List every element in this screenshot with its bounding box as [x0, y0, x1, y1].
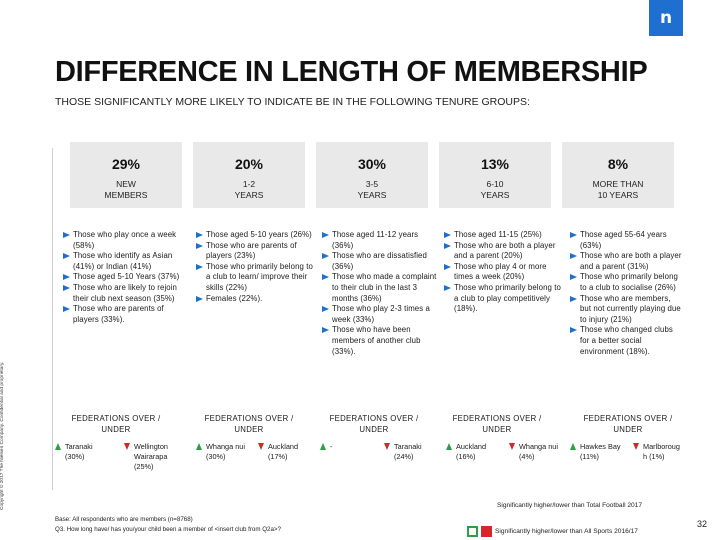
bullet-item: Those who primarily belong to a club to …	[570, 272, 682, 293]
tenure-group: 3-5 YEARS	[357, 179, 387, 200]
tenure-header: 29% NEW MEMBERS	[70, 142, 182, 208]
tenure-percent: 20%	[234, 156, 264, 172]
bullet-item: Those aged 5-10 years (26%)	[196, 230, 314, 241]
nielsen-logo: n	[649, 0, 683, 36]
tenure-bullets: Those who play once a week (58%) Those w…	[63, 230, 181, 325]
tenure-card-1-2-years: 20% 1-2 YEARS	[193, 142, 305, 208]
down-triangle-icon	[124, 443, 130, 450]
federations-heading: FEDERATIONS OVER / UNDER	[71, 414, 161, 434]
bullet-item: Those who identify as Asian (41%) or Ind…	[63, 251, 181, 272]
tenure-percent: 13%	[480, 156, 510, 172]
question-text: Q3. How long have/ has you/your child be…	[55, 526, 281, 533]
federations-heading: FEDERATIONS OVER / UNDER	[204, 414, 294, 434]
tenure-percent: 29%	[111, 156, 141, 172]
bullet-item: Those who are both a player and a parent…	[444, 241, 562, 262]
copyright-notice: Copyright © 2017 The Nielsen Company. Co…	[0, 361, 5, 510]
legend-all-sports: Significantly higher/lower than All Spor…	[467, 526, 638, 537]
green-square-icon	[467, 526, 478, 537]
legend-total-football: Significantly higher/lower than Total Fo…	[497, 502, 643, 509]
federation-over: Taranaki (30%)	[55, 442, 111, 462]
up-triangle-icon	[446, 443, 452, 450]
down-triangle-icon	[384, 443, 390, 450]
tenure-group: 6-10 YEARS	[480, 179, 510, 200]
down-triangle-icon	[509, 443, 515, 450]
up-triangle-icon	[196, 443, 202, 450]
bullet-item: Those who play 4 or more times a week (2…	[444, 262, 562, 283]
tenure-card-6-10-years: 13% 6-10 YEARS	[439, 142, 551, 208]
tenure-percent: 30%	[357, 156, 387, 172]
federation-under: Whanga nui (4%)	[509, 442, 565, 462]
federation-under-label: Wellington Wairarapa (25%)	[134, 442, 168, 471]
tenure-header: 30% 3-5 YEARS	[316, 142, 428, 208]
up-triangle-icon	[55, 443, 61, 450]
tenure-card-new-members: 29% NEW MEMBERS	[70, 142, 182, 208]
up-triangle-icon	[320, 443, 326, 450]
federation-over: Auckland (16%)	[446, 442, 502, 462]
bullet-item: Those who primarily belong to a club to …	[196, 262, 314, 294]
down-triangle-icon	[633, 443, 639, 450]
logo-letter: n	[659, 8, 673, 28]
federations-heading: FEDERATIONS OVER / UNDER	[452, 414, 542, 434]
tenure-group: NEW MEMBERS	[104, 179, 148, 200]
tenure-header: 13% 6-10 YEARS	[439, 142, 551, 208]
down-triangle-icon	[258, 443, 264, 450]
page-number: 32	[697, 519, 708, 529]
bullet-item: Those who are likely to rejoin their clu…	[63, 283, 181, 304]
federation-over: Whanga nui (30%)	[196, 442, 252, 462]
federation-over-label: Taranaki (30%)	[65, 442, 93, 461]
bullet-item: Those who play once a week (58%)	[63, 230, 181, 251]
bullet-item: Those who have been members of another c…	[322, 325, 440, 357]
federation-under: Marlboroug h (1%)	[633, 442, 685, 462]
federation-over: Hawkes Bay (11%)	[570, 442, 626, 462]
federation-under-label: Auckland (17%)	[268, 442, 299, 461]
bullet-item: Those aged 5-10 Years (37%)	[63, 272, 181, 283]
bullet-item: Those who are parents of players (33%).	[63, 304, 181, 325]
federation-under: Taranaki (24%)	[384, 442, 440, 462]
federation-under-label: Whanga nui (4%)	[519, 442, 558, 461]
tenure-group: 1-2 YEARS	[234, 179, 264, 200]
federation-over-label: Whanga nui (30%)	[206, 442, 245, 461]
tenure-bullets: Those aged 11-15 (25%) Those who are bot…	[444, 230, 562, 315]
federation-under-label: Taranaki (24%)	[394, 442, 422, 461]
bullet-item: Those who changed clubs for a better soc…	[570, 325, 682, 357]
bullet-item: Those aged 11-12 years (36%)	[322, 230, 440, 251]
tenure-percent: 8%	[607, 156, 629, 172]
red-square-icon	[481, 526, 492, 537]
tenure-bullets: Those aged 55-64 years (63%) Those who a…	[570, 230, 682, 357]
page-title: DIFFERENCE IN LENGTH OF MEMBERSHIP	[55, 56, 648, 88]
bullet-item: Those aged 55-64 years (63%)	[570, 230, 682, 251]
bullet-item: Those who are members, but not currently…	[570, 294, 682, 326]
bullet-item: Those who are dissatisfied (36%)	[322, 251, 440, 272]
federations-heading: FEDERATIONS OVER / UNDER	[329, 414, 419, 434]
tenure-group: MORE THAN 10 YEARS	[592, 179, 644, 200]
federation-under-label: Marlboroug h (1%)	[643, 442, 680, 461]
bullet-item: Those who are both a player and a parent…	[570, 251, 682, 272]
federation-under: Auckland (17%)	[258, 442, 314, 462]
divider-line	[52, 148, 53, 490]
bullet-item: Those who are parents of players (23%)	[196, 241, 314, 262]
bullet-item: Those who made a complaint to their club…	[322, 272, 440, 304]
federation-over-label: -	[330, 442, 333, 451]
tenure-card-3-5-years: 30% 3-5 YEARS	[316, 142, 428, 208]
federation-over: -	[320, 442, 376, 452]
base-text: Base: All respondents who are members (n…	[55, 516, 193, 523]
bullet-item: Those aged 11-15 (25%)	[444, 230, 562, 241]
bullet-item: Those who play 2-3 times a week (33%)	[322, 304, 440, 325]
federation-under: Wellington Wairarapa (25%)	[124, 442, 180, 472]
federations-heading: FEDERATIONS OVER / UNDER	[583, 414, 673, 434]
up-triangle-icon	[570, 443, 576, 450]
tenure-card-more-than-10-years: 8% MORE THAN 10 YEARS	[562, 142, 674, 208]
bullet-item: Females (22%).	[196, 294, 314, 305]
bullet-item: Those who primarily belong to a club to …	[444, 283, 562, 315]
legend-all-sports-label: Significantly higher/lower than All Spor…	[495, 528, 638, 535]
tenure-bullets: Those aged 11-12 years (36%) Those who a…	[322, 230, 440, 357]
federation-over-label: Auckland (16%)	[456, 442, 487, 461]
tenure-header: 8% MORE THAN 10 YEARS	[562, 142, 674, 208]
base-note: Base: All respondents who are members (n…	[55, 515, 281, 535]
tenure-header: 20% 1-2 YEARS	[193, 142, 305, 208]
page-subtitle: THOSE SIGNIFICANTLY MORE LIKELY TO INDIC…	[55, 96, 530, 108]
federation-over-label: Hawkes Bay (11%)	[580, 442, 621, 461]
tenure-bullets: Those aged 5-10 years (26%) Those who ar…	[196, 230, 314, 304]
